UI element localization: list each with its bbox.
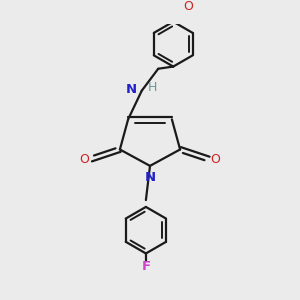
Text: O: O xyxy=(80,152,89,166)
Text: O: O xyxy=(183,0,193,13)
Text: N: N xyxy=(126,83,137,96)
Text: H: H xyxy=(148,81,157,94)
Text: N: N xyxy=(144,171,156,184)
Text: F: F xyxy=(141,260,151,273)
Text: O: O xyxy=(211,152,220,166)
